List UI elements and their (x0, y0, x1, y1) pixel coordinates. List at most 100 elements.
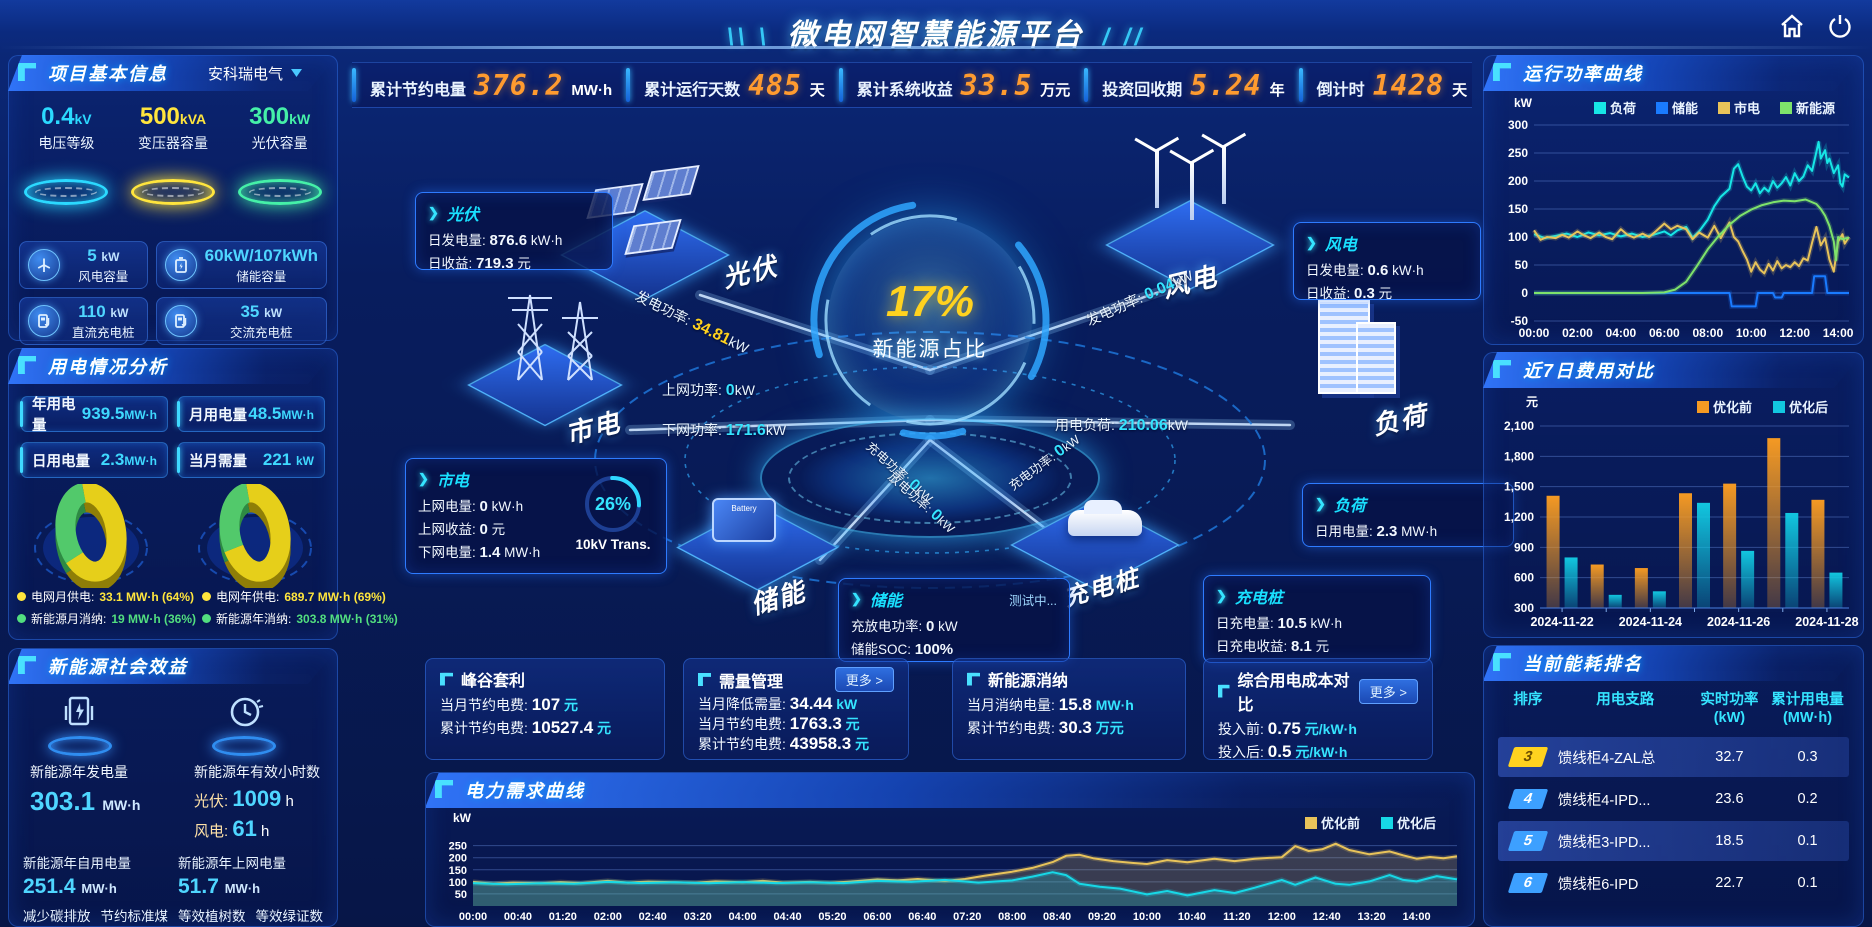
svg-text:1,800: 1,800 (1504, 449, 1534, 463)
svg-text:09:20: 09:20 (1088, 911, 1116, 923)
svg-text:26%: 26% (595, 494, 631, 514)
glow-ring (237, 179, 322, 205)
panel-corner-icon (18, 656, 36, 674)
battery-icon (164, 249, 197, 281)
panel-title-social: 新能源社会效益 (48, 657, 188, 677)
pedestal-transformer-capacity: 500kVA 变压器容量 (123, 103, 223, 231)
svg-text:250: 250 (449, 841, 467, 853)
svg-text:100: 100 (449, 877, 467, 889)
panel-title-power-curve: 运行功率曲线 (1523, 64, 1643, 84)
rank-badge: 5 (1507, 831, 1549, 852)
rank-badge: 4 (1507, 789, 1549, 810)
card-wind-capacity: 5 kW 风电容量 (19, 241, 148, 289)
node-label-load: 负荷 (1369, 399, 1431, 441)
card-storage-capacity: 60kW/107kWh 储能容量 (155, 241, 327, 289)
svg-text:kW: kW (453, 811, 472, 825)
svg-text:600: 600 (1514, 571, 1534, 585)
panel-corner-icon (18, 63, 36, 81)
card-cost-comparison: 综合用电成本对比 更多 > 投入前: 0.75 元/kW·h 投入后: 0.5 元… (1203, 658, 1433, 761)
energy-ranking-table: 排序 用电支路 实时功率 (kW) 累计用电量 (MW·h) 3 馈线柜4-ZAL总… (1484, 681, 1863, 903)
panel-social-benefit: 新能源社会效益 新能源年发电量 303.1 MW·h 新能源年有效小时数 光伏:… (8, 648, 338, 927)
svg-text:元: 元 (1526, 395, 1538, 409)
svg-text:00:40: 00:40 (504, 911, 532, 923)
svg-text:150: 150 (449, 865, 467, 877)
kpi-divider (352, 68, 356, 102)
demand-curve-chart: 50 100 150 200 250 00:00 00:40 01:20 02:00 02:40 0… (431, 810, 1471, 924)
rank-badge: 3 (1507, 747, 1549, 768)
kpi-total-revenue: 累计系统收益 33.5 万元 (856, 68, 1071, 102)
chevron-right-icon: ❯ (1306, 235, 1317, 250)
company-select[interactable]: 安科瑞电气 (208, 63, 302, 84)
panel-corner-icon (435, 780, 453, 798)
svg-text:150: 150 (1508, 202, 1528, 216)
kpi-run-days: 累计运行天数 485 天 (644, 68, 825, 102)
svg-text:08:00: 08:00 (998, 911, 1026, 923)
panel-corner-icon (1493, 360, 1511, 378)
chevron-right-icon: ❯ (418, 471, 429, 486)
svg-text:50: 50 (455, 889, 467, 901)
flow-feedin-power: 上网功率: 0kW (662, 382, 755, 399)
storage-status-badge: 测试中... (1009, 593, 1057, 608)
generator-icon (62, 694, 96, 739)
legend-dot-icon (17, 614, 26, 623)
cost-more-button[interactable]: 更多 > (1358, 678, 1418, 704)
social-coal-saved: 节约标准煤 91.7 t (100, 909, 169, 924)
svg-text:1,500: 1,500 (1504, 480, 1534, 494)
kpi-divider (626, 68, 631, 102)
card-corner-icon (967, 672, 980, 686)
svg-text:100: 100 (1508, 230, 1528, 244)
charger-icon (28, 305, 60, 337)
glow-ring (48, 736, 112, 756)
card-corner-icon (1218, 684, 1230, 698)
svg-text:12:40: 12:40 (1313, 911, 1341, 923)
renewable-share-core: 17% 新能源占比 (828, 218, 1032, 422)
clock-icon (226, 694, 264, 739)
chevron-down-icon (291, 69, 302, 77)
charger-icon (164, 305, 197, 337)
svg-text:市电: 市电 (1734, 101, 1760, 116)
kpi-energy-saved: 累计节约电量 376.2 MW·h (370, 68, 613, 102)
table-row[interactable]: 4 馈线柜4-IPD... 23.6 0.2 (1498, 779, 1849, 819)
renewable-share-percent: 17% (885, 277, 975, 326)
glow-ring (24, 179, 109, 205)
social-green-certs: 等效绿证数 303张 (255, 909, 324, 924)
svg-text:负荷: 负荷 (1610, 101, 1636, 116)
svg-text:2024-11-28: 2024-11-28 (1795, 615, 1858, 629)
panel-title-project-info: 项目基本信息 (48, 64, 168, 84)
info-box-wind: ❯ 风电 日发电量: 0.6 kW·h 日收益: 0.3 元 (1293, 222, 1481, 302)
panel-title-cost-compare: 近7日费用对比 (1523, 361, 1656, 381)
svg-text:新能源: 新能源 (1796, 101, 1835, 116)
card-peak-valley-arbitrage: 峰谷套利 当月节约电费: 107 元 累计节约电费: 10527.4 元 (425, 658, 665, 760)
kpi-payback-period: 投资回收期 5.24 年 (1102, 68, 1285, 102)
table-row[interactable]: 3 馈线柜4-ZAL总 32.7 0.3 (1498, 737, 1849, 778)
social-export: 新能源年上网电量 51.7 MW·h (178, 856, 286, 898)
table-row[interactable]: 6 馈线柜6-IPD 22.7 0.1 (1498, 863, 1849, 903)
stat-year-energy: 年用电量 939.5MW·h (20, 396, 168, 434)
transformer-load-gauge: 26% (570, 473, 656, 535)
info-box-load: ❯ 负荷 日用电量: 2.3 MW·h (1302, 483, 1514, 547)
table-row[interactable]: 5 馈线柜3-IPD... 18.5 0.1 (1498, 821, 1849, 862)
ev-car-icon (1068, 500, 1142, 536)
wind-turbine-icon (28, 249, 60, 281)
stat-month-demand: 当月需量 221 kW (177, 442, 325, 478)
panel-corner-icon (1493, 63, 1511, 81)
svg-text:10:00: 10:00 (1133, 911, 1161, 923)
home-icon[interactable] (1778, 12, 1806, 45)
flow-pv-generation: 发电功率: 34.81kW (632, 287, 752, 357)
svg-text:14:00: 14:00 (1823, 326, 1854, 340)
svg-text:08:00: 08:00 (1692, 326, 1723, 340)
rank-badge: 6 (1507, 873, 1549, 894)
power-icon[interactable] (1826, 12, 1854, 45)
kpi-divider (1084, 68, 1089, 102)
glow-ring (130, 179, 215, 205)
flow-load-power: 用电负荷: 210.06kW (1055, 417, 1188, 434)
year-supply-donut-chart (180, 482, 330, 592)
demand-more-button[interactable]: 更多 > (834, 667, 894, 692)
month-supply-donut-chart (16, 482, 166, 592)
panel-title-ranking: 当前能耗排名 (1523, 654, 1643, 674)
panel-usage-analysis: 用电情况分析 年用电量 939.5MW·h 月用电量 48.5MW·h 日用电量 2.… (8, 348, 398, 640)
svg-text:00:00: 00:00 (459, 911, 487, 923)
wind-turbine-icon (1190, 162, 1194, 220)
panel-corner-icon (1493, 653, 1511, 671)
legend-dot-icon (202, 592, 212, 601)
